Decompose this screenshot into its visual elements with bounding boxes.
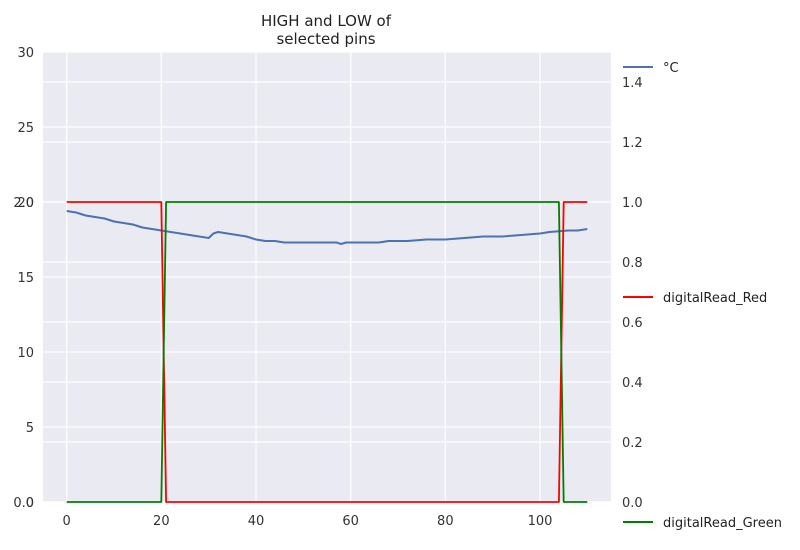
x-tick-label: 80 xyxy=(437,514,454,529)
x-tick-label: 40 xyxy=(248,514,265,529)
series-line-digitalread-green xyxy=(66,201,588,503)
legend-label: °C xyxy=(663,61,679,76)
left-tick-label: 5 xyxy=(26,421,34,436)
x-tick-label: 60 xyxy=(342,514,359,529)
series-line--c xyxy=(66,210,588,245)
series-line-digitalread-red xyxy=(66,201,588,503)
left-tick-label: 0 xyxy=(26,496,34,511)
left-tick-label: 10 xyxy=(17,346,34,361)
chart-title-line-2: selected pins xyxy=(276,30,375,48)
left-overlay-tick-label: 2.0 xyxy=(13,196,34,211)
left-tick-label: 15 xyxy=(17,271,34,286)
right-tick-label: 1.0 xyxy=(622,196,643,211)
x-tick-label: 20 xyxy=(153,514,170,529)
right-tick-label: 0.2 xyxy=(622,436,643,451)
right-tick-label: 0.0 xyxy=(622,496,643,511)
chart-title-line-1: HIGH and LOW of xyxy=(261,12,392,30)
right-tick-label: 1.2 xyxy=(622,136,643,151)
left-tick-label: 30 xyxy=(17,46,34,61)
left-tick-label: 25 xyxy=(17,121,34,136)
right-tick-label: 0.8 xyxy=(622,256,643,271)
legend: °C digitalRead_Red digitalRead_Green xyxy=(623,61,782,531)
legend-label: digitalRead_Green xyxy=(663,516,782,531)
x-tick-label: 0 xyxy=(63,514,71,529)
tick-labels: 0 20 40 60 80 100 0 5 10 15 20 25 30 0.0 2.0 0.0 0.2 0.4 0… xyxy=(13,46,642,529)
x-tick-label: 100 xyxy=(528,514,553,529)
right-tick-label: 0.4 xyxy=(622,376,643,391)
right-tick-label: 1.4 xyxy=(622,76,643,91)
right-tick-label: 0.6 xyxy=(622,316,643,331)
series-layer xyxy=(66,201,588,503)
left-tick-label: 20 xyxy=(17,196,34,211)
left-overlay-tick-label: 0.0 xyxy=(13,496,34,511)
legend-label: digitalRead_Red xyxy=(663,291,767,306)
